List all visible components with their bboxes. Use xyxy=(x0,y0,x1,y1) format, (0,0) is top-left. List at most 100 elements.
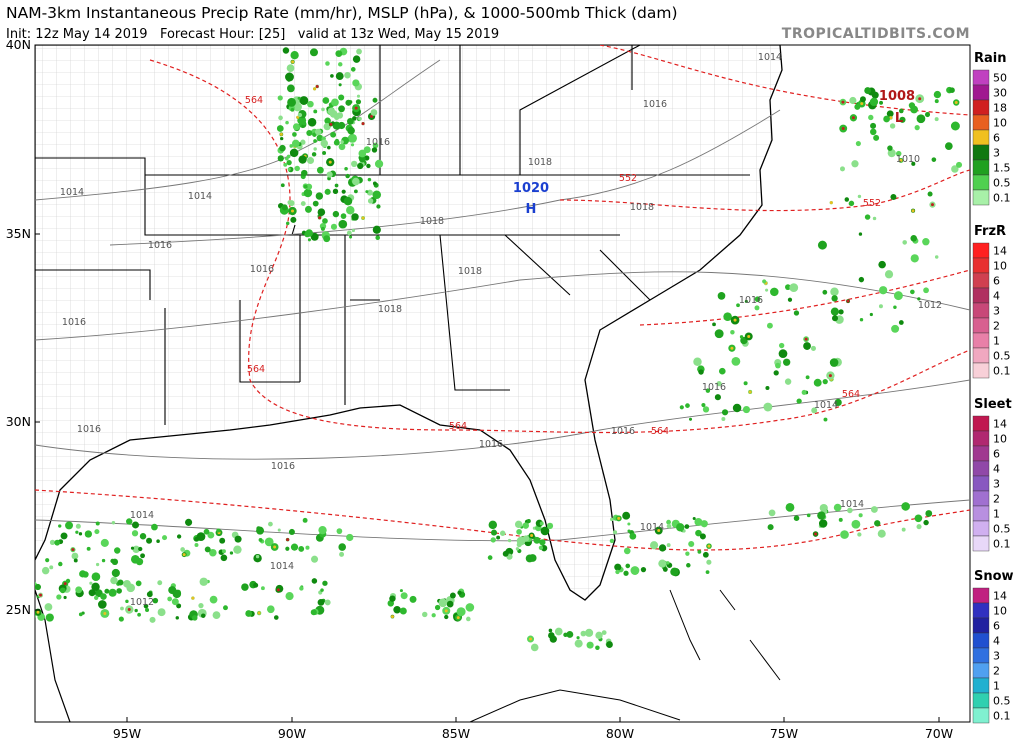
isobar-label: 1010 xyxy=(896,154,920,165)
precip-cell xyxy=(94,529,100,535)
precip-cell xyxy=(934,255,939,259)
precip-cell xyxy=(773,370,779,376)
precip-cell xyxy=(793,515,800,521)
precip-core xyxy=(318,216,322,220)
precip-cell xyxy=(54,539,61,546)
precip-cell xyxy=(858,276,865,283)
precip-cell xyxy=(307,238,311,242)
precip-cell xyxy=(548,632,555,639)
precip-cell xyxy=(767,524,774,531)
precip-core xyxy=(103,611,107,615)
precip-cell xyxy=(266,605,275,614)
precip-cell xyxy=(290,216,297,223)
precip-cell xyxy=(640,567,647,573)
precip-core xyxy=(71,548,75,552)
precip-cell xyxy=(180,547,185,552)
precip-cell xyxy=(288,200,295,207)
precip-cell xyxy=(898,320,904,325)
precip-cell xyxy=(91,582,100,592)
precip-cell xyxy=(334,183,339,188)
precip-cell xyxy=(291,139,300,148)
precip-cell xyxy=(393,605,401,614)
legend-swatch xyxy=(972,362,990,379)
legend-label: 6 xyxy=(993,274,1000,287)
thickness-label: 552 xyxy=(863,198,881,209)
legend-label: 1 xyxy=(993,507,1000,520)
low-pressure: 1008 xyxy=(879,89,915,104)
precip-cell xyxy=(456,607,466,617)
precip-cell xyxy=(695,529,702,537)
precip-cell xyxy=(302,517,308,523)
precip-core xyxy=(328,160,332,164)
precip-cell xyxy=(305,183,313,190)
precip-cell xyxy=(891,324,900,333)
precip-cell xyxy=(108,588,117,597)
legend-swatch xyxy=(972,302,990,319)
precip-cell xyxy=(305,545,310,550)
precip-cell xyxy=(775,362,781,369)
precip-cell xyxy=(851,160,859,168)
precip-cell xyxy=(339,551,345,557)
precip-cell xyxy=(276,125,284,132)
precip-cell xyxy=(253,582,259,588)
precip-cell xyxy=(313,147,317,151)
precip-cell xyxy=(858,513,863,518)
precip-cell xyxy=(372,190,382,200)
precip-cell xyxy=(817,240,827,250)
precip-cell xyxy=(736,303,740,308)
precip-cell xyxy=(132,545,140,554)
legend-label: 4 xyxy=(993,634,1000,647)
precip-cell xyxy=(955,161,963,168)
precip-cell xyxy=(859,318,864,322)
precip-cell xyxy=(49,565,54,570)
legend-swatch xyxy=(972,272,990,289)
precip-cell xyxy=(60,532,68,540)
precip-cell xyxy=(522,522,529,529)
precip-core xyxy=(191,596,195,600)
precip-cell xyxy=(371,147,378,153)
precip-cell xyxy=(614,563,622,571)
precip-core xyxy=(918,97,922,101)
precip-cell xyxy=(300,201,306,207)
precip-cell xyxy=(277,528,281,532)
legend-swatch xyxy=(972,602,990,619)
precip-cell xyxy=(754,296,761,303)
lat-label: 30N xyxy=(6,414,31,429)
precip-cell xyxy=(629,532,637,540)
isobar-label: 1018 xyxy=(420,216,444,227)
precip-cell xyxy=(844,197,850,202)
precip-cell xyxy=(658,559,667,568)
precip-cell xyxy=(944,142,953,150)
lon-label: 70W xyxy=(925,726,953,741)
precip-cell xyxy=(288,528,295,535)
precip-cell xyxy=(679,405,684,410)
map-labels: 1014 1016 1016 1018 1018 1018 1014 1014 1016 1016… xyxy=(60,52,942,608)
precip-cell xyxy=(806,513,811,518)
lon-label: 75W xyxy=(770,726,798,741)
precip-cell xyxy=(338,83,342,87)
isobar-label: 1016 xyxy=(739,295,763,306)
precip-cell xyxy=(830,287,839,296)
precip-cell xyxy=(56,594,62,600)
precip-cell xyxy=(595,631,603,640)
precip-cell xyxy=(666,561,670,565)
precip-cell xyxy=(94,595,99,600)
precip-cell xyxy=(829,358,839,367)
isobar-label: 1016 xyxy=(611,426,635,437)
precip-core xyxy=(851,116,855,120)
precip-cell xyxy=(399,607,407,615)
precip-cell xyxy=(311,578,318,584)
precip-cell xyxy=(699,533,706,540)
isobar-label: 1014 xyxy=(640,522,664,533)
precip-core xyxy=(36,610,40,614)
precip-cell xyxy=(917,297,921,301)
precip-cell xyxy=(831,315,839,322)
precip-cell xyxy=(204,546,211,553)
legend-swatch xyxy=(972,707,990,724)
precip-cell xyxy=(340,213,347,219)
legend-swatch xyxy=(972,84,990,101)
precip-cell xyxy=(91,572,101,582)
lon-label: 90W xyxy=(278,726,306,741)
precip-cell xyxy=(313,109,318,114)
